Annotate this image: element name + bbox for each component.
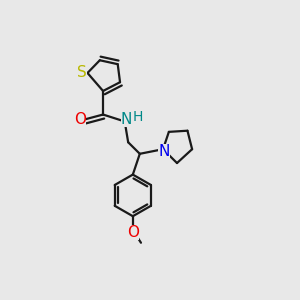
Text: H: H [133,110,143,124]
Text: O: O [74,112,86,127]
Text: N: N [121,112,132,127]
Text: S: S [77,65,87,80]
Text: N: N [158,144,169,159]
Text: O: O [127,225,139,240]
